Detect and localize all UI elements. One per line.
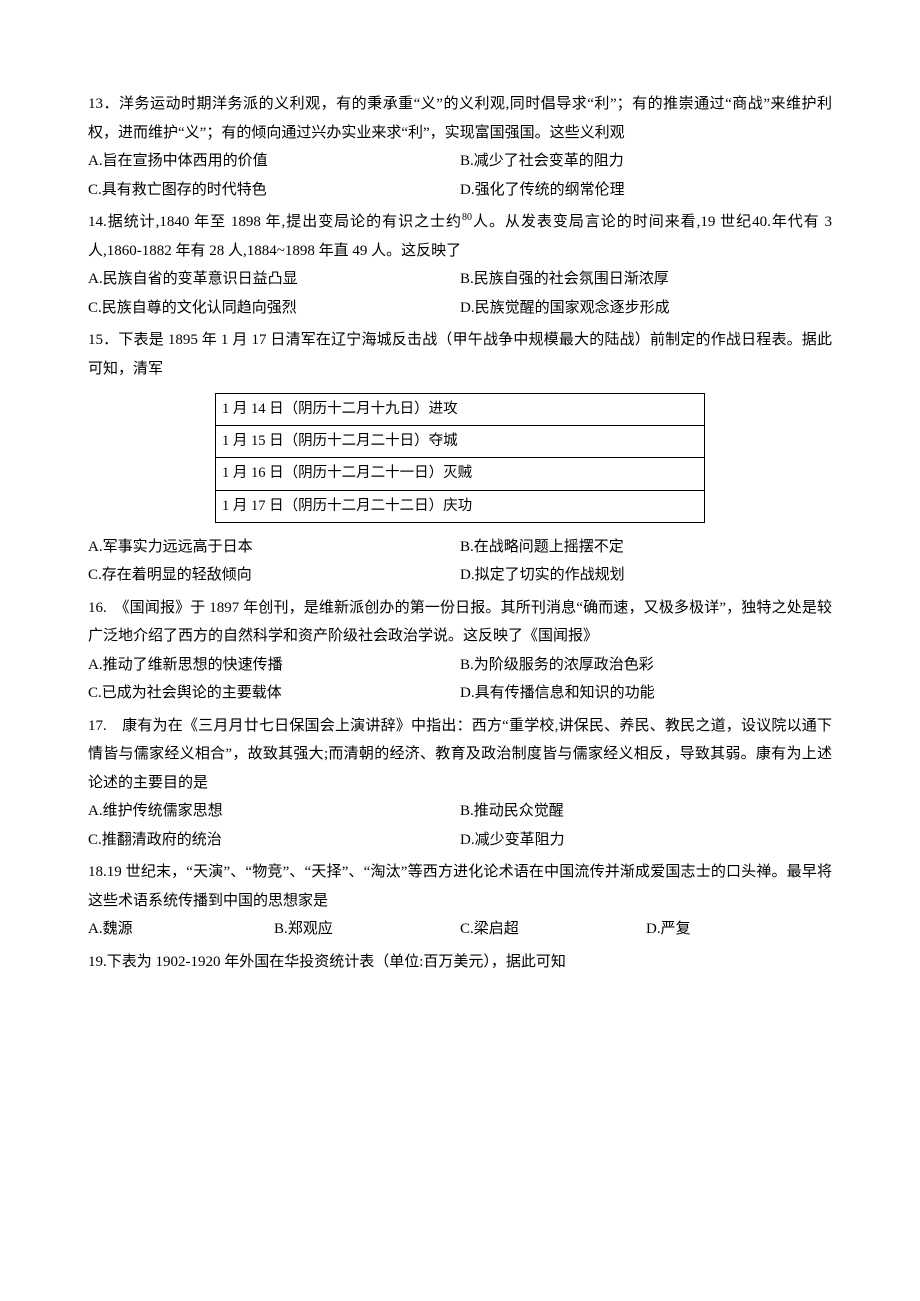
question-18-options: A.魏源 B.郑观应 C.梁启超 D.严复 xyxy=(88,915,832,944)
question-14-option-b: B.民族自强的社会氛围日渐浓厚 xyxy=(460,265,832,294)
question-14-option-c: C.民族自尊的文化认同趋向强烈 xyxy=(88,294,460,323)
question-14-option-a: A.民族自省的变革意识日益凸显 xyxy=(88,265,460,294)
question-15-option-b: B.在战略问题上摇摆不定 xyxy=(460,533,832,562)
question-14-options: A.民族自省的变革意识日益凸显 B.民族自强的社会氛围日渐浓厚 C.民族自尊的文… xyxy=(88,265,832,322)
question-16-options: A.推动了维新思想的快速传播 B.为阶级服务的浓厚政治色彩 C.已成为社会舆论的… xyxy=(88,651,832,708)
question-15-option-d: D.拟定了切实的作战规划 xyxy=(460,561,832,590)
question-18-option-d: D.严复 xyxy=(646,915,832,944)
question-16-stem: 16. 《国闻报》于 1897 年创刊，是维新派创办的第一份日报。其所刊消息“确… xyxy=(88,594,832,651)
question-16-option-b: B.为阶级服务的浓厚政治色彩 xyxy=(460,651,832,680)
table-row: 1 月 16 日（阴历十二月二十一日）灭贼 xyxy=(216,458,705,490)
question-14-stem-sup: 80 xyxy=(462,212,472,223)
question-16-option-d: D.具有传播信息和知识的功能 xyxy=(460,679,832,708)
question-18-option-b: B.郑观应 xyxy=(274,915,460,944)
question-18-option-a: A.魏源 xyxy=(88,915,274,944)
question-13: 13．洋务运动时期洋务派的义利观，有的秉承重“义”的义利观,同时倡导求“利”；有… xyxy=(88,90,832,204)
question-13-stem: 13．洋务运动时期洋务派的义利观，有的秉承重“义”的义利观,同时倡导求“利”；有… xyxy=(88,90,832,147)
question-18-option-c: C.梁启超 xyxy=(460,915,646,944)
question-18: 18.19 世纪末，“天演”、“物竞”、“天择”、“淘汰”等西方进化论术语在中国… xyxy=(88,858,832,944)
question-13-option-d: D.强化了传统的纲常伦理 xyxy=(460,176,832,205)
question-19-stem: 19.下表为 1902-1920 年外国在华投资统计表（单位:百万美元），据此可… xyxy=(88,948,832,977)
question-13-option-b: B.减少了社会变革的阻力 xyxy=(460,147,832,176)
table-cell: 1 月 15 日（阴历十二月二十日）夺城 xyxy=(216,426,705,458)
question-13-option-a: A.旨在宣扬中体西用的价值 xyxy=(88,147,460,176)
question-17-stem: 17. 康有为在《三月月廿七日保国会上演讲辞》中指出：西方“重学校,讲保民、养民… xyxy=(88,712,832,798)
question-14-stem-part-a: 14.据统计,1840 年至 1898 年,提出变局论的有识之士约 xyxy=(88,214,462,230)
question-17-option-d: D.减少变革阻力 xyxy=(460,826,832,855)
question-15-options: A.军事实力远远高于日本 B.在战略问题上摇摆不定 C.存在着明显的轻敌倾向 D… xyxy=(88,533,832,590)
question-19: 19.下表为 1902-1920 年外国在华投资统计表（单位:百万美元），据此可… xyxy=(88,948,832,977)
table-row: 1 月 15 日（阴历十二月二十日）夺城 xyxy=(216,426,705,458)
question-16-option-c: C.已成为社会舆论的主要载体 xyxy=(88,679,460,708)
question-14: 14.据统计,1840 年至 1898 年,提出变局论的有识之士约80人。从发表… xyxy=(88,208,832,322)
table-cell: 1 月 17 日（阴历十二月二十二日）庆功 xyxy=(216,490,705,522)
question-16: 16. 《国闻报》于 1897 年创刊，是维新派创办的第一份日报。其所刊消息“确… xyxy=(88,594,832,708)
question-18-stem: 18.19 世纪末，“天演”、“物竞”、“天择”、“淘汰”等西方进化论术语在中国… xyxy=(88,858,832,915)
question-15-table: 1 月 14 日（阴历十二月十九日）进攻 1 月 15 日（阴历十二月二十日）夺… xyxy=(215,393,705,523)
question-15-option-a: A.军事实力远远高于日本 xyxy=(88,533,460,562)
table-cell: 1 月 14 日（阴历十二月十九日）进攻 xyxy=(216,394,705,426)
question-15: 15．下表是 1895 年 1 月 17 日清军在辽宁海城反击战（甲午战争中规模… xyxy=(88,326,832,590)
question-17: 17. 康有为在《三月月廿七日保国会上演讲辞》中指出：西方“重学校,讲保民、养民… xyxy=(88,712,832,855)
question-14-stem: 14.据统计,1840 年至 1898 年,提出变局论的有识之士约80人。从发表… xyxy=(88,208,832,265)
question-17-options: A.维护传统儒家思想 B.推动民众觉醒 C.推翻清政府的统治 D.减少变革阻力 xyxy=(88,797,832,854)
table-row: 1 月 14 日（阴历十二月十九日）进攻 xyxy=(216,394,705,426)
question-13-options: A.旨在宣扬中体西用的价值 B.减少了社会变革的阻力 C.具有救亡图存的时代特色… xyxy=(88,147,832,204)
table-cell: 1 月 16 日（阴历十二月二十一日）灭贼 xyxy=(216,458,705,490)
question-17-option-a: A.维护传统儒家思想 xyxy=(88,797,460,826)
table-row: 1 月 17 日（阴历十二月二十二日）庆功 xyxy=(216,490,705,522)
question-15-option-c: C.存在着明显的轻敌倾向 xyxy=(88,561,460,590)
question-16-option-a: A.推动了维新思想的快速传播 xyxy=(88,651,460,680)
question-13-option-c: C.具有救亡图存的时代特色 xyxy=(88,176,460,205)
question-15-stem: 15．下表是 1895 年 1 月 17 日清军在辽宁海城反击战（甲午战争中规模… xyxy=(88,326,832,383)
question-17-option-c: C.推翻清政府的统治 xyxy=(88,826,460,855)
question-14-option-d: D.民族觉醒的国家观念逐步形成 xyxy=(460,294,832,323)
question-17-option-b: B.推动民众觉醒 xyxy=(460,797,832,826)
